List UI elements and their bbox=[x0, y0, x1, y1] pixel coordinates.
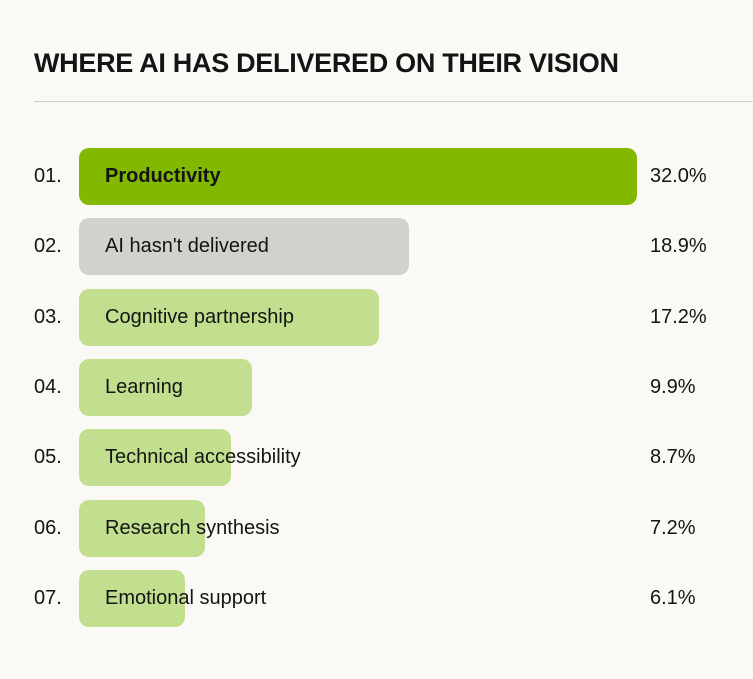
bar bbox=[79, 500, 205, 557]
bar-row: 03. Cognitive partnership 17.2% bbox=[0, 289, 753, 346]
bar bbox=[79, 359, 252, 416]
bar bbox=[79, 570, 185, 627]
bar-row: 01. Productivity 32.0% bbox=[0, 148, 753, 205]
bar-row: 07. Emotional support 6.1% bbox=[0, 570, 753, 627]
category-label: Research synthesis bbox=[105, 517, 280, 539]
rank-label: 01. bbox=[34, 165, 62, 187]
rank-label: 04. bbox=[34, 376, 62, 398]
value-label: 9.9% bbox=[650, 376, 696, 398]
value-label: 18.9% bbox=[650, 235, 707, 257]
rank-label: 06. bbox=[34, 517, 62, 539]
bar-row: 04. Learning 9.9% bbox=[0, 359, 753, 416]
category-label: Productivity bbox=[105, 165, 221, 187]
category-label: Cognitive partnership bbox=[105, 306, 294, 328]
value-label: 17.2% bbox=[650, 306, 707, 328]
category-label: AI hasn't delivered bbox=[105, 235, 269, 257]
value-label: 6.1% bbox=[650, 587, 696, 609]
rank-label: 05. bbox=[34, 446, 62, 468]
rank-label: 03. bbox=[34, 306, 62, 328]
title-divider bbox=[34, 101, 753, 102]
rank-label: 07. bbox=[34, 587, 62, 609]
value-label: 8.7% bbox=[650, 446, 696, 468]
bar bbox=[79, 218, 409, 275]
value-label: 32.0% bbox=[650, 165, 707, 187]
category-label: Learning bbox=[105, 376, 183, 398]
bar bbox=[79, 289, 379, 346]
chart-title: WHERE AI HAS DELIVERED ON THEIR VISION bbox=[34, 48, 619, 78]
category-label: Emotional support bbox=[105, 587, 267, 609]
bar bbox=[79, 429, 231, 486]
rank-label: 02. bbox=[34, 235, 62, 257]
category-label: Technical accessibility bbox=[105, 446, 301, 468]
bar bbox=[79, 148, 637, 205]
bar-row: 05. Technical accessibility 8.7% bbox=[0, 429, 753, 486]
bar-row: 02. AI hasn't delivered 18.9% bbox=[0, 218, 753, 275]
value-label: 7.2% bbox=[650, 517, 696, 539]
bar-row: 06. Research synthesis 7.2% bbox=[0, 500, 753, 557]
